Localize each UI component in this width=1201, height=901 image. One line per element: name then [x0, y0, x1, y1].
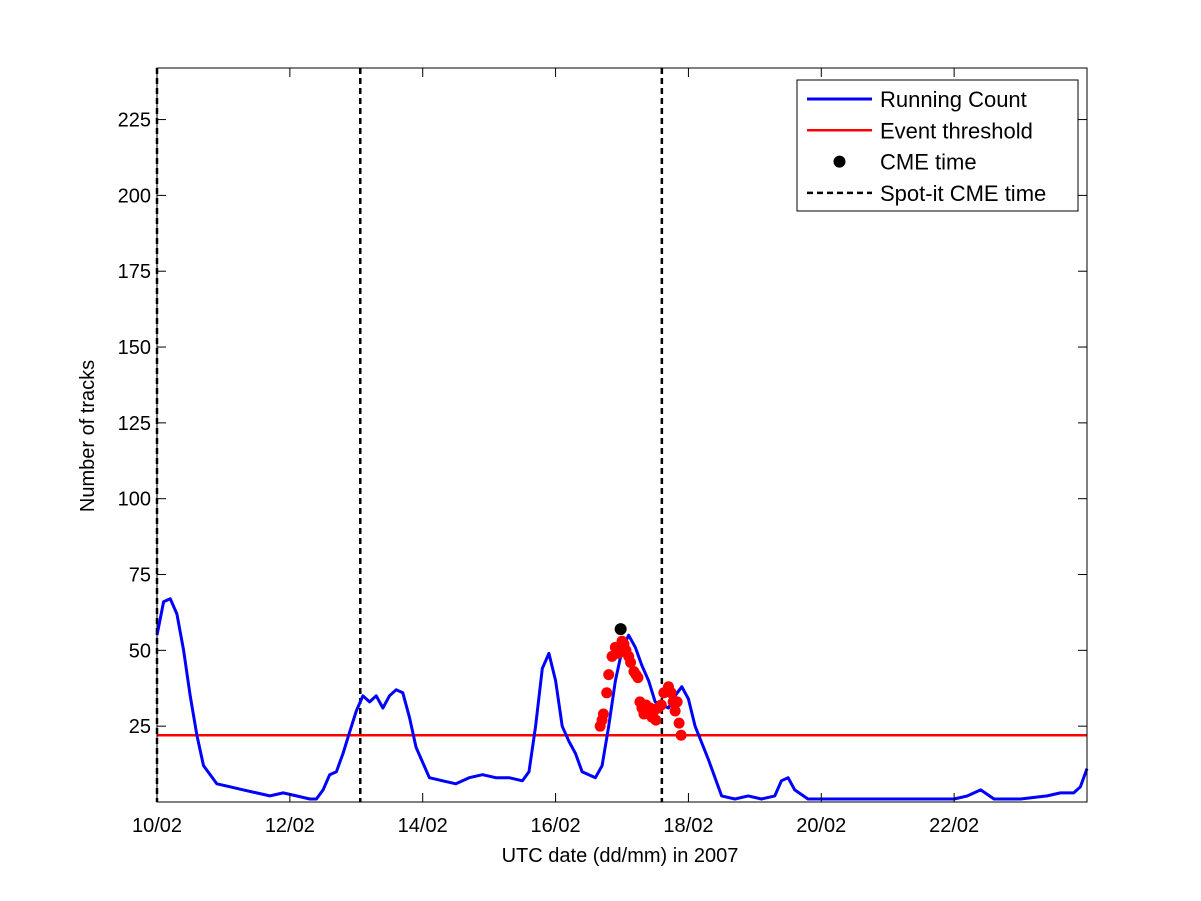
legend-label: Event threshold [880, 118, 1033, 143]
legend-label: Running Count [880, 87, 1027, 112]
y-tick-label: 150 [118, 337, 151, 359]
y-tick-label: 225 [118, 110, 151, 132]
legend-box [796, 79, 1079, 212]
x-tick-label: 12/02 [265, 815, 315, 837]
y-tick-label: 200 [118, 185, 151, 207]
y-tick-label: 75 [129, 565, 151, 587]
event-point [673, 717, 685, 729]
legend-swatch-cme-time [833, 155, 846, 168]
y-axis-label: Number of tracks [77, 360, 99, 512]
event-point [625, 656, 637, 668]
legend-label: CME time [880, 150, 977, 175]
legend-label: Spot-it CME time [880, 181, 1046, 206]
event-point [597, 708, 609, 720]
x-tick-label: 20/02 [796, 815, 846, 837]
event-point [671, 696, 683, 708]
axis-layer: 10/02 12/02 14/02 16/02 18/02 20/02 22/02 25 50 7… [118, 67, 1088, 837]
y-tick-label: 175 [118, 261, 151, 283]
x-axis-label: UTC date (dd/mm) in 2007 [502, 845, 739, 867]
event-point [601, 687, 613, 699]
event-point [655, 699, 667, 711]
event-point [650, 714, 662, 726]
event-point [632, 672, 644, 684]
event-point [603, 669, 615, 681]
x-tick-label: 22/02 [929, 815, 979, 837]
event-point [665, 687, 677, 699]
cme-time-marker [614, 623, 627, 636]
x-tick-label: 10/02 [132, 815, 182, 837]
event-point [675, 729, 687, 741]
x-tick-label: 18/02 [663, 815, 713, 837]
y-tick-label: 50 [129, 640, 151, 662]
plot-frame [156, 67, 1088, 803]
legend: Running Count Event threshold CME time Spot… [796, 79, 1079, 212]
y-tick-label: 25 [129, 716, 151, 738]
x-tick-label: 14/02 [398, 815, 448, 837]
event-point [669, 705, 681, 717]
y-tick-label: 125 [118, 413, 151, 435]
y-tick-label: 100 [118, 489, 151, 511]
running-count-line [155, 597, 1089, 801]
x-tick-label: 16/02 [531, 815, 581, 837]
